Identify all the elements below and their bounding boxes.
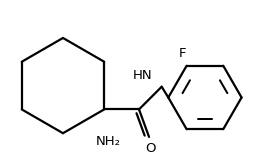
Text: O: O: [146, 142, 156, 155]
Text: F: F: [179, 47, 187, 60]
Text: NH₂: NH₂: [95, 135, 120, 148]
Text: HN: HN: [133, 69, 153, 82]
